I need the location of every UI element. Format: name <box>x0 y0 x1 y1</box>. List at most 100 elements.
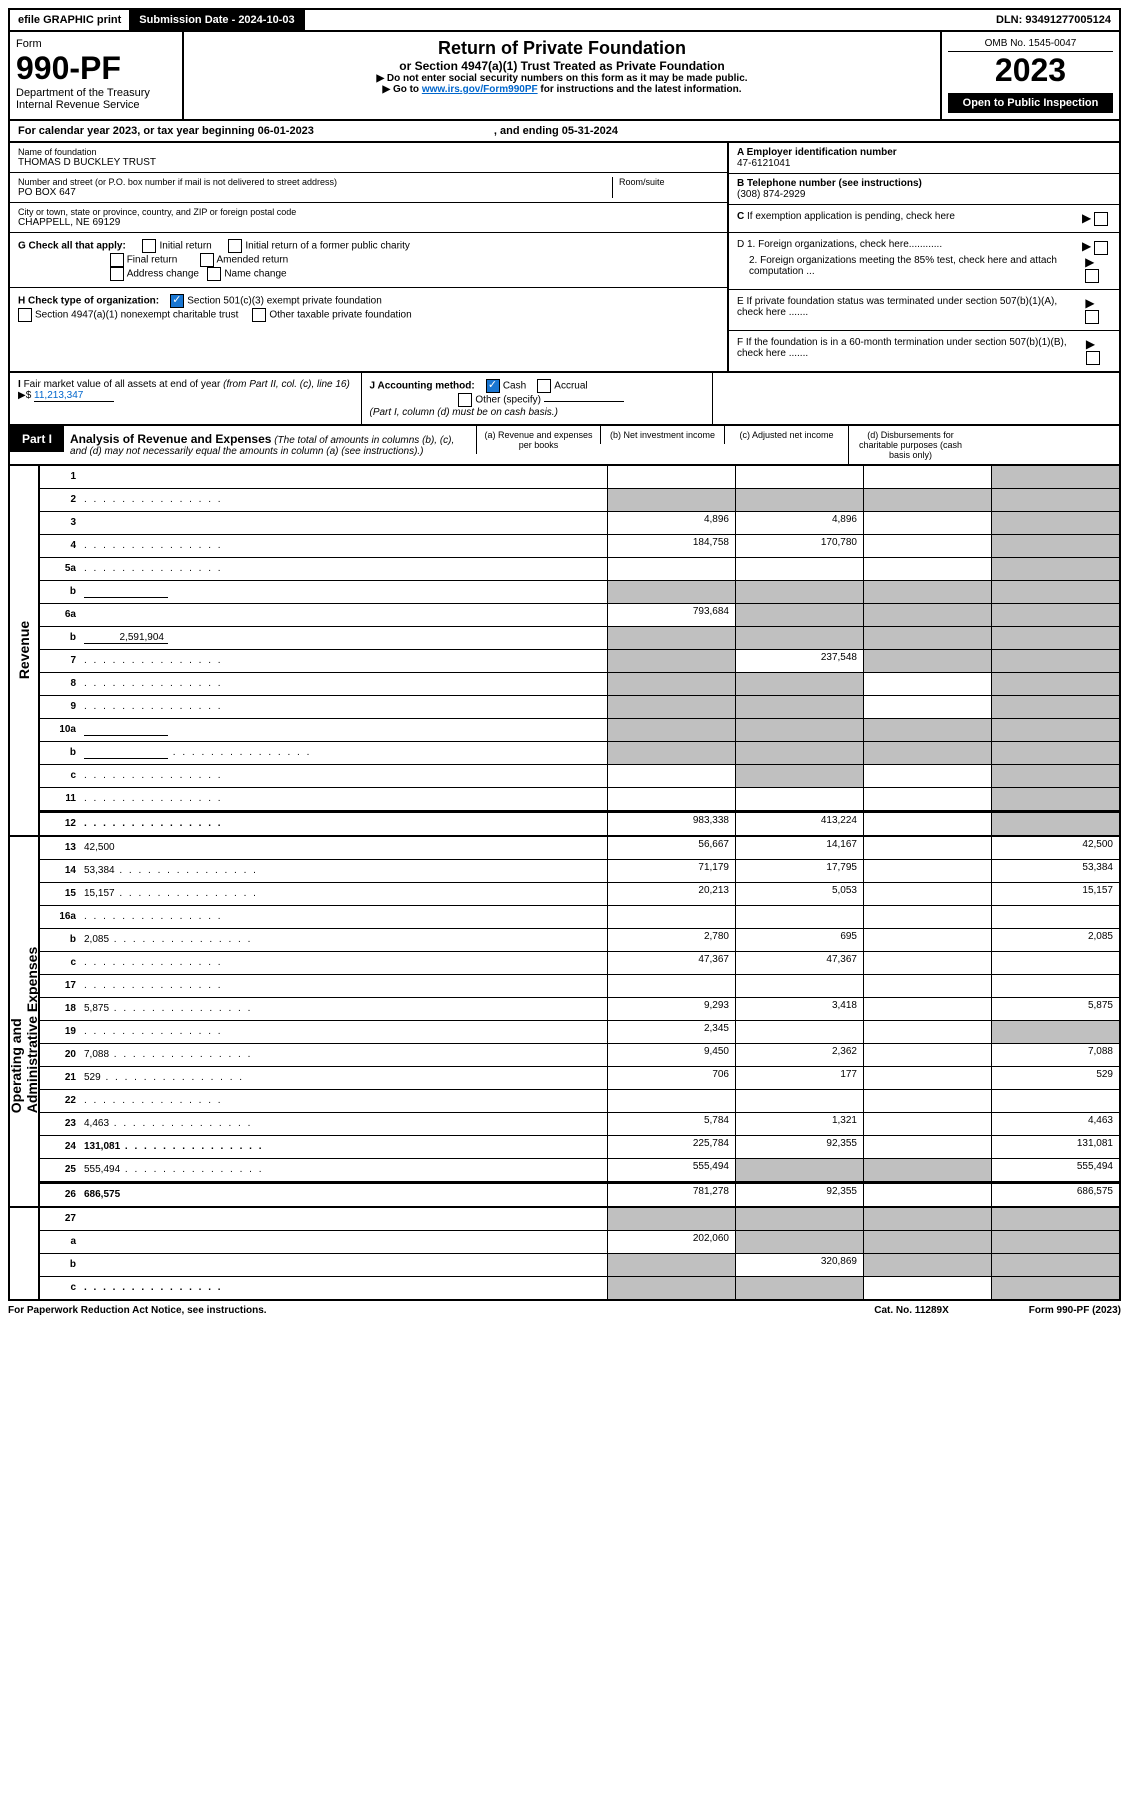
top-bar: efile GRAPHIC print Submission Date - 20… <box>8 8 1121 32</box>
table-row: 1 <box>40 466 1119 489</box>
line-desc: 15,157 <box>80 886 607 901</box>
table-row: 9 <box>40 696 1119 719</box>
line-number: 8 <box>40 676 80 691</box>
final-section: 27a202,060b320,869c <box>8 1208 1121 1301</box>
cell-b: 47,367 <box>735 952 863 974</box>
cb-d1[interactable] <box>1094 241 1108 255</box>
cell-b <box>735 1159 863 1181</box>
table-row: 26686,575781,27892,355686,575 <box>40 1182 1119 1206</box>
cell-a: 184,758 <box>607 535 735 557</box>
line-number: 20 <box>40 1047 80 1062</box>
line-number: 25 <box>40 1162 80 1177</box>
line-desc <box>80 538 607 553</box>
form-link[interactable]: www.irs.gov/Form990PF <box>422 84 538 95</box>
open-public: Open to Public Inspection <box>948 93 1113 113</box>
room-label: Room/suite <box>619 177 719 187</box>
cb-name[interactable] <box>207 267 221 281</box>
line-number: b <box>40 932 80 947</box>
cell-b <box>735 581 863 603</box>
cell-c <box>863 1184 991 1206</box>
d-cell: D 1. Foreign organizations, check here..… <box>729 233 1119 289</box>
cb-initial-former[interactable] <box>228 239 242 253</box>
line-desc <box>80 768 607 783</box>
cell-d <box>991 952 1119 974</box>
cb-c[interactable] <box>1094 212 1108 226</box>
table-row: 22 <box>40 1090 1119 1113</box>
cell-a: 5,784 <box>607 1113 735 1135</box>
line-desc: 555,494 <box>80 1162 607 1177</box>
cb-d2[interactable] <box>1085 269 1099 283</box>
cb-f[interactable] <box>1086 351 1100 365</box>
line-desc <box>80 722 607 738</box>
cell-c <box>863 765 991 787</box>
cell-a <box>607 1254 735 1276</box>
line-desc <box>80 676 607 691</box>
g-amended: Amended return <box>217 255 289 266</box>
g-label: G Check all that apply: <box>18 241 126 252</box>
cell-c <box>863 512 991 534</box>
final-side <box>10 1208 40 1299</box>
city-cell: City or town, state or province, country… <box>10 203 727 233</box>
cell-b: 5,053 <box>735 883 863 905</box>
final-rows: 27a202,060b320,869c <box>40 1208 1119 1299</box>
cb-other-method[interactable] <box>458 393 472 407</box>
cb-accrual[interactable] <box>537 379 551 393</box>
cell-b <box>735 1208 863 1230</box>
g-address: Address change <box>127 269 199 280</box>
irs-label: Internal Revenue Service <box>16 99 176 111</box>
cb-other-tax[interactable] <box>252 308 266 322</box>
cal-year-end: , and ending 05-31-2024 <box>494 125 618 137</box>
table-row: b <box>40 581 1119 604</box>
table-row: 24131,081225,78492,355131,081 <box>40 1136 1119 1159</box>
cell-c <box>863 1113 991 1135</box>
cell-b: 1,321 <box>735 1113 863 1135</box>
cb-final[interactable] <box>110 253 124 267</box>
cell-a <box>607 696 735 718</box>
cell-b <box>735 906 863 928</box>
cb-501c3[interactable] <box>170 294 184 308</box>
cell-d <box>991 673 1119 695</box>
cell-c <box>863 788 991 810</box>
expense-rows: 1342,50056,66714,16742,5001453,38471,179… <box>40 837 1119 1206</box>
cb-initial[interactable] <box>142 239 156 253</box>
cell-a: 9,293 <box>607 998 735 1020</box>
revenue-label: Revenue <box>16 621 32 679</box>
cb-address[interactable] <box>110 267 124 281</box>
cell-a <box>607 466 735 488</box>
cell-b <box>735 627 863 649</box>
header-center: Return of Private Foundation or Section … <box>184 32 942 119</box>
cell-c <box>863 1159 991 1181</box>
cell-d: 5,875 <box>991 998 1119 1020</box>
line-number: 15 <box>40 886 80 901</box>
cell-c <box>863 627 991 649</box>
cell-b <box>735 719 863 741</box>
cell-d: 53,384 <box>991 860 1119 882</box>
line-desc: 4,463 <box>80 1116 607 1131</box>
cb-cash[interactable] <box>486 379 500 393</box>
line-number: 2 <box>40 492 80 507</box>
cb-e[interactable] <box>1085 310 1099 324</box>
table-row: 4184,758170,780 <box>40 535 1119 558</box>
table-row: 1342,50056,66714,16742,500 <box>40 837 1119 860</box>
city-label: City or town, state or province, country… <box>18 207 719 217</box>
cb-4947[interactable] <box>18 308 32 322</box>
revenue-rows: 1234,8964,8964184,758170,7805ab 6a793,68… <box>40 466 1119 835</box>
cell-c <box>863 1090 991 1112</box>
cell-a <box>607 489 735 511</box>
cell-c <box>863 1208 991 1230</box>
g-final: Final return <box>127 255 178 266</box>
cell-b <box>735 696 863 718</box>
line-number: 21 <box>40 1070 80 1085</box>
cell-b <box>735 765 863 787</box>
cell-d <box>991 788 1119 810</box>
note2-row: ▶ Go to www.irs.gov/Form990PF for instru… <box>190 84 934 95</box>
j-accrual: Accrual <box>554 380 587 391</box>
cell-b: 4,896 <box>735 512 863 534</box>
cell-c <box>863 975 991 997</box>
col-c-head: (c) Adjusted net income <box>724 426 848 444</box>
cb-amended[interactable] <box>200 253 214 267</box>
cell-b: 14,167 <box>735 837 863 859</box>
cell-c <box>863 719 991 741</box>
table-row: b 2,591,904 <box>40 627 1119 650</box>
cell-d <box>991 906 1119 928</box>
